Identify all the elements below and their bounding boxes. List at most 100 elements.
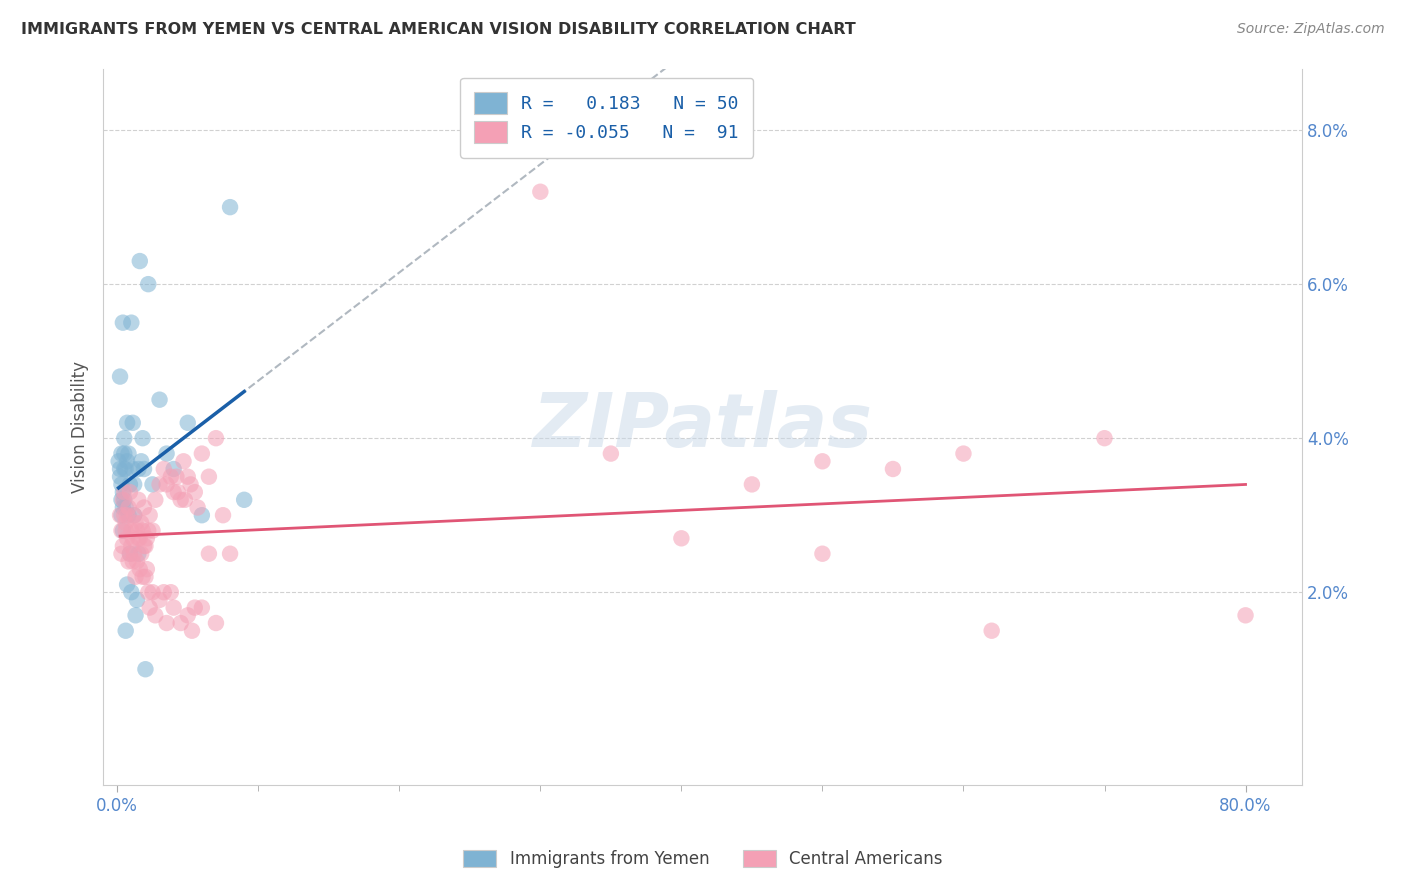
Point [741, 477, 763, 491]
Point [159, 469, 181, 483]
Point [127, 492, 149, 507]
Point [177, 469, 200, 483]
Point [131, 570, 153, 584]
Point [127, 462, 149, 476]
Point [152, 462, 174, 476]
Point [111, 485, 134, 500]
Point [1234, 608, 1257, 623]
Point [155, 615, 177, 630]
Point [111, 316, 134, 330]
Point [110, 477, 132, 491]
Point [187, 500, 209, 515]
Point [115, 531, 138, 545]
Point [125, 554, 148, 568]
Point [110, 547, 132, 561]
Point [191, 508, 214, 523]
Point [143, 608, 166, 623]
Point [110, 447, 132, 461]
Point [127, 547, 149, 561]
Point [112, 485, 135, 500]
Point [132, 539, 155, 553]
Legend: Immigrants from Yemen, Central Americans: Immigrants from Yemen, Central Americans [457, 843, 949, 875]
Point [114, 524, 136, 538]
Point [115, 577, 138, 591]
Point [124, 608, 146, 623]
Point [177, 416, 200, 430]
Point [108, 469, 131, 483]
Point [114, 624, 136, 638]
Point [141, 524, 163, 538]
Point [166, 469, 188, 483]
Legend: R =   0.183   N = 50, R = -0.055   N =  91: R = 0.183 N = 50, R = -0.055 N = 91 [460, 78, 754, 158]
Point [155, 477, 177, 491]
Point [148, 593, 170, 607]
Point [120, 316, 142, 330]
Point [152, 585, 174, 599]
Point [135, 531, 157, 545]
Point [136, 524, 159, 538]
Point [198, 547, 221, 561]
Point [115, 454, 138, 468]
Point [205, 431, 228, 445]
Point [118, 477, 141, 491]
Point [212, 508, 235, 523]
Point [115, 508, 138, 523]
Point [882, 462, 904, 476]
Point [124, 570, 146, 584]
Point [111, 539, 134, 553]
Point [120, 585, 142, 599]
Point [131, 431, 153, 445]
Point [118, 547, 141, 561]
Point [120, 539, 142, 553]
Point [111, 524, 134, 538]
Point [124, 516, 146, 530]
Point [122, 477, 145, 491]
Point [181, 624, 204, 638]
Point [118, 485, 141, 500]
Point [191, 447, 214, 461]
Point [114, 516, 136, 530]
Point [108, 369, 131, 384]
Point [170, 615, 193, 630]
Point [112, 431, 135, 445]
Point [118, 547, 141, 561]
Point [111, 492, 134, 507]
Point [184, 600, 207, 615]
Point [128, 531, 150, 545]
Point [159, 585, 181, 599]
Point [112, 492, 135, 507]
Point [110, 492, 132, 507]
Point [811, 547, 834, 561]
Point [121, 416, 143, 430]
Point [184, 485, 207, 500]
Point [112, 508, 135, 523]
Point [219, 547, 242, 561]
Point [110, 508, 132, 523]
Point [129, 547, 152, 561]
Point [121, 462, 143, 476]
Point [117, 554, 139, 568]
Point [180, 477, 202, 491]
Point [138, 600, 160, 615]
Point [173, 454, 195, 468]
Point [122, 508, 145, 523]
Point [671, 531, 693, 545]
Point [129, 454, 152, 468]
Point [219, 200, 242, 214]
Point [952, 447, 974, 461]
Point [110, 524, 132, 538]
Point [136, 585, 159, 599]
Point [111, 500, 134, 515]
Point [155, 447, 177, 461]
Text: IMMIGRANTS FROM YEMEN VS CENTRAL AMERICAN VISION DISABILITY CORRELATION CHART: IMMIGRANTS FROM YEMEN VS CENTRAL AMERICA… [21, 22, 856, 37]
Point [980, 624, 1002, 638]
Point [134, 662, 156, 676]
Point [134, 570, 156, 584]
Point [117, 500, 139, 515]
Point [163, 600, 186, 615]
Point [163, 485, 186, 500]
Point [128, 562, 150, 576]
Point [117, 447, 139, 461]
Point [148, 392, 170, 407]
Point [112, 462, 135, 476]
